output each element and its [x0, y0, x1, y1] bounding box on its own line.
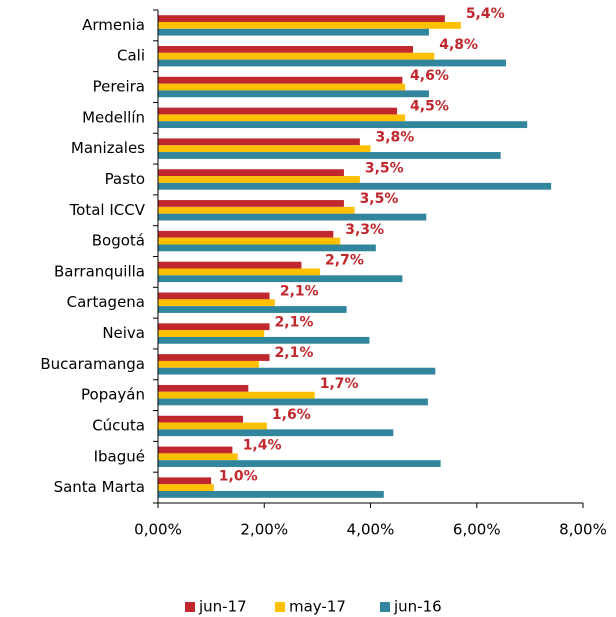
bar — [158, 200, 344, 207]
x-tick-label: 8,00% — [559, 521, 607, 539]
y-tick-label: Pasto — [105, 170, 145, 188]
y-tick-label: Popayán — [81, 386, 145, 404]
bar — [158, 176, 360, 183]
bar — [158, 213, 427, 221]
bar — [158, 152, 501, 159]
bar — [158, 398, 428, 406]
y-tick-label: Bogotá — [92, 232, 145, 250]
legend-label: jun-17 — [198, 598, 247, 616]
bar — [158, 230, 334, 238]
value-label: 5,4% — [466, 6, 505, 22]
value-label: 2,1% — [275, 314, 314, 330]
bar — [158, 299, 275, 307]
value-label: 1,7% — [320, 376, 359, 392]
bar — [158, 422, 267, 430]
bar — [158, 490, 384, 498]
bar — [158, 429, 394, 437]
y-tick-label: Manizales — [71, 139, 145, 157]
legend-label: may-17 — [289, 598, 346, 616]
bar — [158, 121, 528, 129]
bar — [158, 114, 406, 122]
bar — [158, 477, 212, 485]
bar — [158, 336, 370, 344]
value-label: 3,8% — [376, 129, 415, 145]
value-label: 1,6% — [272, 407, 311, 423]
x-tick-label: 0,00% — [134, 521, 182, 539]
bar — [158, 145, 371, 153]
value-label: 4,8% — [439, 37, 478, 53]
y-tick-label: Bucaramanga — [40, 355, 145, 373]
bar — [158, 384, 249, 392]
bar — [158, 22, 461, 29]
bar — [158, 46, 413, 53]
y-tick-label: Cartagena — [67, 293, 145, 311]
value-label: 1,0% — [219, 468, 258, 484]
value-label: 2,1% — [280, 284, 319, 300]
y-tick-label: Pereira — [93, 78, 145, 96]
y-tick-label: Barranquilla — [54, 262, 145, 280]
bar — [158, 28, 429, 36]
bar — [158, 446, 233, 454]
bar — [158, 415, 243, 423]
y-tick-label: Medellín — [82, 108, 145, 126]
bar — [158, 306, 347, 313]
value-label: 1,4% — [243, 438, 282, 454]
legend-swatch — [185, 602, 195, 612]
y-tick-label: Total ICCV — [69, 201, 146, 219]
bar — [158, 59, 506, 67]
bar — [158, 83, 406, 91]
bar — [158, 268, 321, 276]
bar — [158, 90, 429, 98]
bar — [158, 275, 403, 283]
bar — [158, 237, 341, 245]
bar — [158, 182, 552, 190]
bar — [158, 292, 270, 300]
value-label: 3,5% — [360, 191, 399, 207]
x-tick-label: 6,00% — [453, 521, 501, 539]
bar — [158, 354, 270, 361]
bar — [158, 367, 436, 375]
bar — [158, 169, 344, 177]
y-tick-label: Cúcuta — [92, 416, 145, 434]
bar — [158, 391, 315, 399]
bar — [158, 330, 265, 337]
value-label: 2,1% — [275, 345, 314, 361]
value-label: 2,7% — [325, 253, 364, 269]
bar — [158, 52, 435, 60]
x-tick-label: 4,00% — [347, 521, 395, 539]
y-tick-label: Cali — [117, 47, 145, 65]
bar — [158, 206, 355, 214]
value-label: 3,5% — [365, 160, 404, 176]
bar — [158, 244, 376, 252]
legend-label: jun-16 — [393, 598, 442, 616]
y-tick-label: Santa Marta — [54, 478, 145, 496]
bar — [158, 261, 302, 269]
bar — [158, 323, 270, 331]
bar — [158, 484, 214, 491]
bar — [158, 453, 238, 461]
legend-swatch — [275, 602, 285, 612]
value-label: 4,5% — [410, 99, 449, 115]
x-tick-label: 2,00% — [240, 521, 288, 539]
bar — [158, 360, 259, 368]
value-label: 4,6% — [410, 68, 449, 84]
y-tick-label: Ibagué — [94, 447, 145, 465]
bar — [158, 76, 403, 84]
y-tick-label: Neiva — [102, 324, 145, 342]
bar — [158, 460, 441, 467]
value-label: 3,3% — [345, 222, 384, 238]
bar — [158, 107, 398, 115]
bar — [158, 138, 360, 146]
y-tick-label: Armenia — [82, 16, 145, 34]
bar — [158, 15, 445, 23]
legend-swatch — [380, 602, 390, 612]
